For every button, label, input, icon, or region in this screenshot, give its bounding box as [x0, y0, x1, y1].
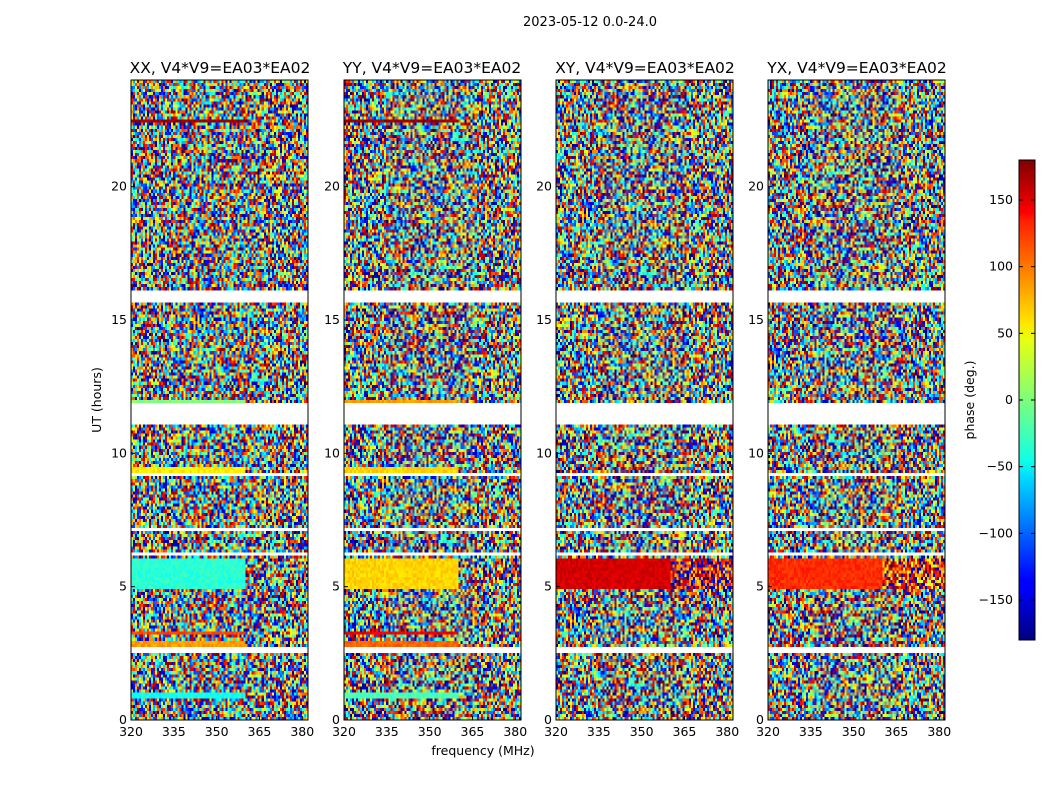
x-tick-label: 350: [630, 724, 654, 739]
panel-2: YY, V4*V9=EA03*EA02 0 5 10 15 20 320 335 350 365…: [324, 59, 527, 739]
colorbar-tick-label: −50: [987, 459, 1013, 474]
x-tick-label: 320: [119, 724, 143, 739]
x-tick-label: 380: [503, 724, 527, 739]
y-tick-label: 5: [332, 579, 340, 594]
x-tick-label: 365: [885, 724, 909, 739]
y-tick-label: 15: [324, 312, 340, 327]
x-tick-label: 320: [544, 724, 568, 739]
colorbar-tick-label: −150: [979, 592, 1013, 607]
colorbar-ticks: 150 100 50 0 −50 −100 −150: [979, 192, 1035, 607]
y-tick-label: 0: [119, 712, 127, 727]
panel-2-ticks: 0 5 10 15 20 320 335 350 365 380: [324, 179, 527, 739]
panel-4-title: YX, V4*V9=EA03*EA02: [766, 59, 947, 77]
colorbar-tick-label: 100: [989, 259, 1013, 274]
panel-1-title: XX, V4*V9=EA03*EA02: [130, 59, 311, 77]
panel-1-ticks: 0 5 10 15 20 320 335 350 365 380: [111, 179, 314, 739]
panel-3-ticks: 0 5 10 15 20 320 335 350 365 380: [536, 179, 739, 739]
panel-3-frame: [555, 79, 734, 721]
panel-1-heatmap-image: [131, 80, 308, 720]
colorbar-tick-label: 50: [997, 325, 1013, 340]
panel-1-heatmap: [130, 79, 309, 721]
panel-4-heatmap-image: [768, 80, 945, 720]
panel-1: XX, V4*V9=EA03*EA02 0 5 10 15 20 320 335 350 365…: [111, 59, 314, 739]
y-tick-label: 20: [324, 179, 340, 194]
colorbar-tick-label: 150: [989, 192, 1013, 207]
panel-2-title: YY, V4*V9=EA03*EA02: [342, 59, 521, 77]
x-tick-label: 350: [842, 724, 866, 739]
figure-suptitle: 2023-05-12 0.0-24.0: [523, 15, 657, 30]
panel-1-frame: [130, 79, 309, 721]
x-tick-label: 335: [375, 724, 399, 739]
x-tick-label: 365: [673, 724, 697, 739]
y-tick-label: 5: [756, 579, 764, 594]
panel-3-heatmap-image: [556, 80, 733, 720]
panel-3-heatmap: [555, 79, 734, 721]
colorbar-tick-label: −100: [979, 525, 1013, 540]
y-tick-label: 20: [536, 179, 552, 194]
y-tick-label: 0: [332, 712, 340, 727]
x-tick-label: 350: [205, 724, 229, 739]
y-tick-label: 15: [536, 312, 552, 327]
panel-3-title: XY, V4*V9=EA03*EA02: [555, 59, 735, 77]
y-tick-label: 5: [119, 579, 127, 594]
x-tick-label: 365: [248, 724, 272, 739]
panel-2-heatmap: [343, 79, 522, 721]
panel-2-frame: [343, 79, 522, 721]
x-tick-label: 365: [461, 724, 485, 739]
colorbar: 150 100 50 0 −50 −100 −150 phase (deg.): [962, 159, 1036, 641]
x-tick-label: 380: [715, 724, 739, 739]
x-tick-label: 335: [799, 724, 823, 739]
panel-2-heatmap-image: [344, 80, 521, 720]
panel-3: XY, V4*V9=EA03*EA02 0 5 10 15 20 320 335 350 365…: [536, 59, 739, 739]
y-tick-label: 0: [756, 712, 764, 727]
x-tick-label: 320: [756, 724, 780, 739]
y-tick-label: 20: [748, 179, 764, 194]
panel-4-ticks: 0 5 10 15 20 320 335 350 365 380: [748, 179, 951, 739]
y-tick-label: 5: [544, 579, 552, 594]
y-tick-label: 10: [536, 445, 552, 460]
x-tick-label: 335: [587, 724, 611, 739]
panel-4: YX, V4*V9=EA03*EA02 0 5 10 15 20 320 335 350 365…: [748, 59, 951, 739]
y-tick-label: 15: [111, 312, 127, 327]
y-tick-label: 15: [748, 312, 764, 327]
x-tick-label: 380: [290, 724, 314, 739]
x-axis-label: frequency (MHz): [431, 743, 534, 758]
colorbar-tick-label: 0: [1005, 392, 1013, 407]
y-tick-label: 0: [544, 712, 552, 727]
panel-4-heatmap: [767, 79, 946, 721]
y-tick-label: 10: [111, 445, 127, 460]
y-axis-label: UT (hours): [89, 367, 104, 433]
x-tick-label: 380: [927, 724, 951, 739]
y-tick-label: 20: [111, 179, 127, 194]
y-tick-label: 10: [748, 445, 764, 460]
colorbar-label: phase (deg.): [962, 361, 977, 440]
y-tick-label: 10: [324, 445, 340, 460]
x-tick-label: 335: [162, 724, 186, 739]
x-tick-label: 350: [418, 724, 442, 739]
panel-4-frame: [767, 79, 946, 721]
x-tick-label: 320: [332, 724, 356, 739]
